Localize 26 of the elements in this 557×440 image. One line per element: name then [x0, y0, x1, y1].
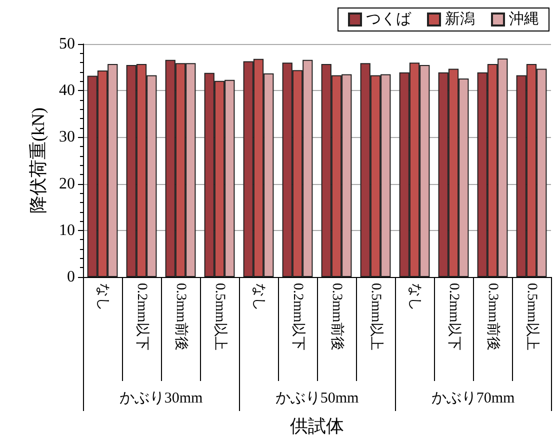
- x-tick-label: なし: [95, 283, 110, 311]
- x-tick-label: 0.2mm以下: [290, 283, 306, 350]
- x-tick-label: 0.3mm前後: [485, 283, 501, 350]
- x-tick-label: なし: [407, 283, 422, 311]
- x-tick-label: 0.2mm以下: [446, 283, 462, 350]
- y-tick-label: 0: [67, 268, 75, 286]
- x-tick-label: 0.3mm前後: [173, 283, 189, 350]
- text: かぶり30mm: [119, 390, 203, 406]
- y-tick-label: 40: [59, 82, 75, 100]
- y-tick-label: 50: [59, 36, 75, 52]
- x-tick-label: 0.5mm以上: [368, 283, 384, 350]
- y-tick-label: 10: [59, 222, 75, 239]
- x-tick-label: なし: [251, 283, 266, 311]
- legend-label: つくば: [366, 12, 412, 28]
- y-axis-title: 降伏荷重(kN): [28, 108, 48, 214]
- x-tick-label: 0.5mm以上: [524, 283, 540, 350]
- text: かぶり70mm: [431, 390, 515, 406]
- x-tick-label: 0.2mm以下: [134, 283, 150, 350]
- x-tick-label: 0.3mm前後: [329, 283, 345, 350]
- text: かぶり50mm: [275, 390, 359, 406]
- x-tick-label: 0.5mm以上: [212, 283, 228, 350]
- y-tick-label: 20: [59, 175, 75, 192]
- legend-label: 新潟: [445, 10, 475, 28]
- y-tick-label: 30: [59, 128, 75, 146]
- legend-label: 沖縄: [509, 10, 539, 28]
- x-axis-title: 供試体: [290, 416, 344, 436]
